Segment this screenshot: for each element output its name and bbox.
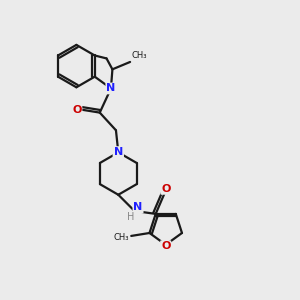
Text: N: N [106, 83, 116, 94]
Text: O: O [161, 184, 171, 194]
Text: CH₃: CH₃ [113, 233, 129, 242]
Text: H: H [127, 212, 135, 222]
Text: N: N [114, 147, 123, 158]
Text: O: O [161, 241, 170, 251]
Text: N: N [134, 202, 143, 212]
Text: N: N [114, 147, 123, 158]
Text: CH₃: CH₃ [132, 52, 147, 61]
Text: O: O [72, 105, 82, 115]
